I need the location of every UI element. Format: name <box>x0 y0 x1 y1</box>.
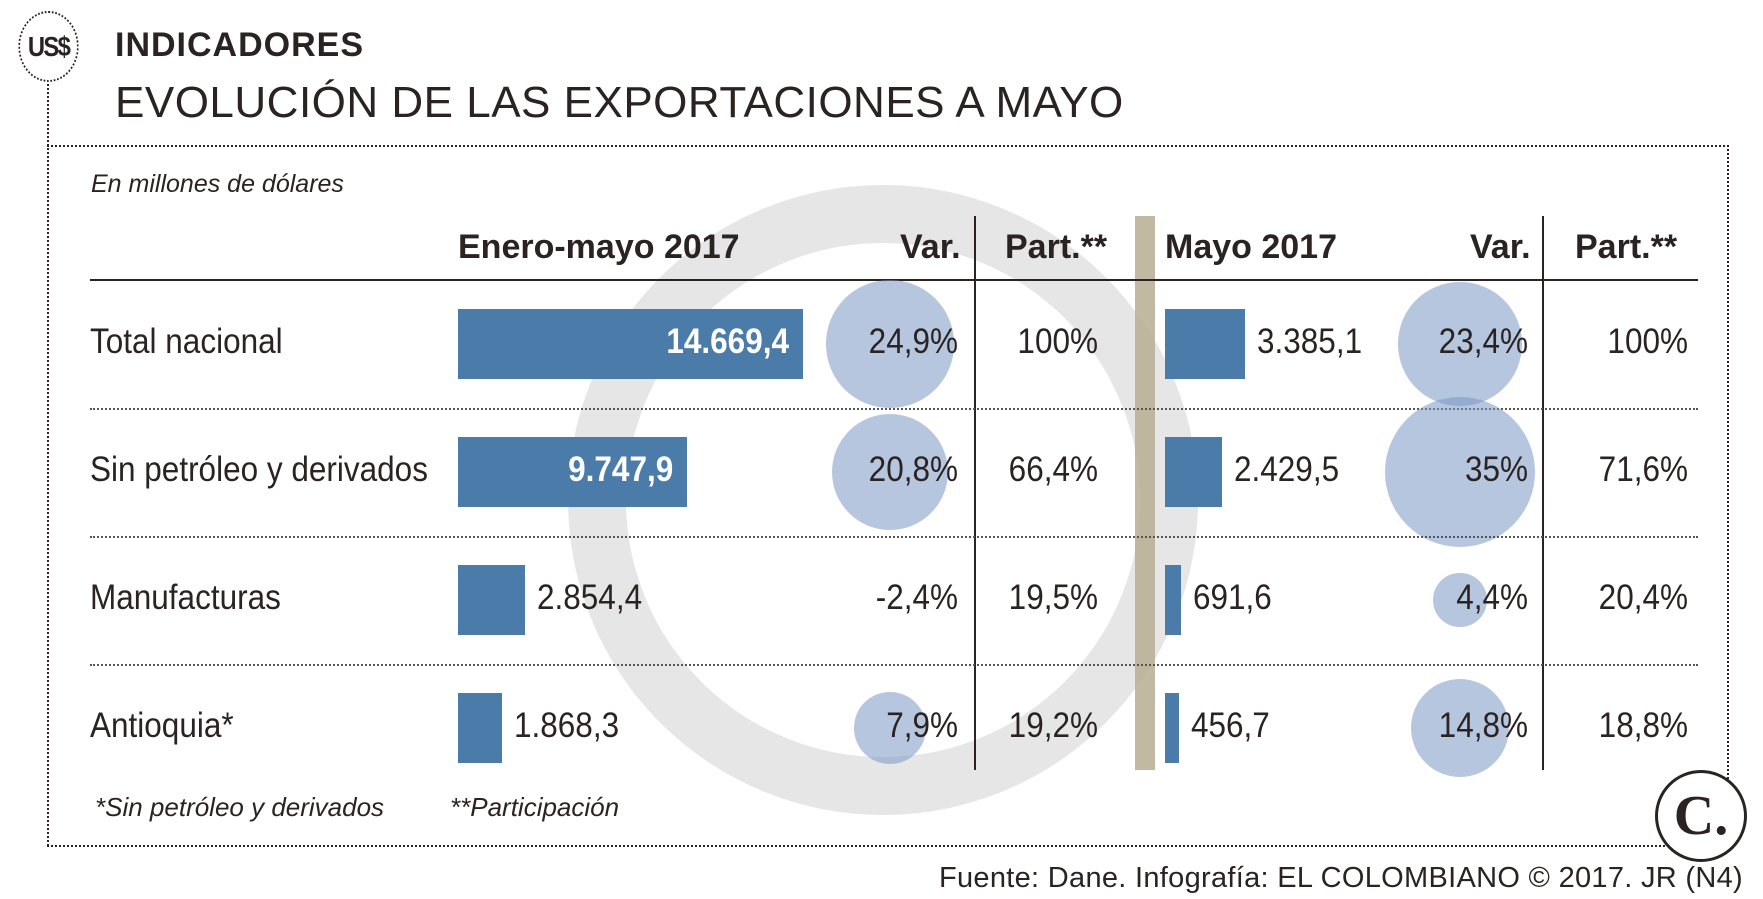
row-separator <box>90 664 1698 666</box>
col-header-ytd-var: Var. <box>900 228 961 266</box>
value-month-var: 35% <box>1464 450 1528 489</box>
value-month-part: 20,4% <box>1598 578 1688 617</box>
bar-month <box>1165 693 1179 763</box>
bubble-ytd-var <box>854 692 926 764</box>
value-ytd-var: 24,9% <box>868 322 958 361</box>
value-month-var: 23,4% <box>1438 322 1528 361</box>
col-header-ytd-part: Part.** <box>1005 228 1108 266</box>
value-ytd-part: 19,2% <box>1008 706 1098 745</box>
value-ytd-var: 7,9% <box>886 706 958 745</box>
row-label: Manufacturas <box>90 578 281 617</box>
value-month: 2.429,5 <box>1234 450 1340 489</box>
chart-frame <box>47 145 1729 847</box>
bar-month <box>1165 565 1182 635</box>
value-month-part: 71,6% <box>1598 450 1688 489</box>
value-ytd: 2.854,4 <box>537 578 643 617</box>
bubble-month-var <box>1410 678 1509 777</box>
decorative-dotted-line <box>47 84 49 846</box>
value-ytd-part: 19,5% <box>1008 578 1098 617</box>
bar-ytd <box>458 565 526 635</box>
bubble-ytd-var <box>831 413 949 531</box>
value-month: 691,6 <box>1193 578 1273 617</box>
value-month: 456,7 <box>1191 706 1270 745</box>
col-header-month-part: Part.** <box>1575 228 1678 266</box>
row-separator <box>90 536 1698 538</box>
col-header-month-var: Var. <box>1470 228 1531 266</box>
value-month: 3.385,1 <box>1257 322 1363 361</box>
col-header-ytd: Enero-mayo 2017 <box>458 228 740 266</box>
value-ytd-part: 100% <box>1017 322 1098 361</box>
header-rule <box>90 279 1698 281</box>
page-title: EVOLUCIÓN DE LAS EXPORTACIONES A MAYO <box>115 78 1124 127</box>
value-month-var: 14,8% <box>1438 706 1528 745</box>
row-label: Antioquia* <box>90 706 234 745</box>
bar-ytd <box>458 693 502 763</box>
value-ytd: 9.747,9 <box>568 450 674 489</box>
bar-month <box>1165 437 1223 507</box>
bar-month <box>1165 309 1245 379</box>
row-label: Sin petróleo y derivados <box>90 450 428 489</box>
bar-ytd <box>458 437 688 507</box>
el-colombiano-logo-icon: C. <box>1655 770 1747 862</box>
row-label: Total nacional <box>90 322 283 361</box>
bubble-month-var <box>1384 396 1536 548</box>
bar-ytd <box>458 309 803 379</box>
footnote-asterisk: *Sin petróleo y derivados <box>95 792 385 822</box>
value-ytd-var: 20,8% <box>868 450 958 489</box>
footnote-double-asterisk: **Participación <box>450 792 620 822</box>
row-separator <box>90 408 1698 410</box>
section-label: INDICADORES <box>115 26 365 64</box>
column-divider <box>974 216 976 770</box>
section-divider <box>1135 216 1155 770</box>
value-ytd: 1.868,3 <box>513 706 620 745</box>
bubble-ytd-var <box>826 280 954 408</box>
column-divider <box>1542 216 1544 770</box>
bubble-month-var <box>1433 573 1487 627</box>
source-credit: Fuente: Dane. Infografía: EL COLOMBIANO … <box>938 862 1743 894</box>
bubble-month-var <box>1398 282 1522 406</box>
value-month-part: 100% <box>1607 322 1688 361</box>
currency-badge-icon: US$ <box>18 11 79 82</box>
value-month-var: 4,4% <box>1456 578 1528 617</box>
unit-note: En millones de dólares <box>91 170 344 198</box>
col-header-month: Mayo 2017 <box>1165 228 1337 266</box>
value-ytd: 14.669,4 <box>666 322 789 361</box>
value-ytd-var: -2,4% <box>875 578 958 617</box>
value-ytd-part: 66,4% <box>1008 450 1098 489</box>
value-month-part: 18,8% <box>1598 706 1688 745</box>
